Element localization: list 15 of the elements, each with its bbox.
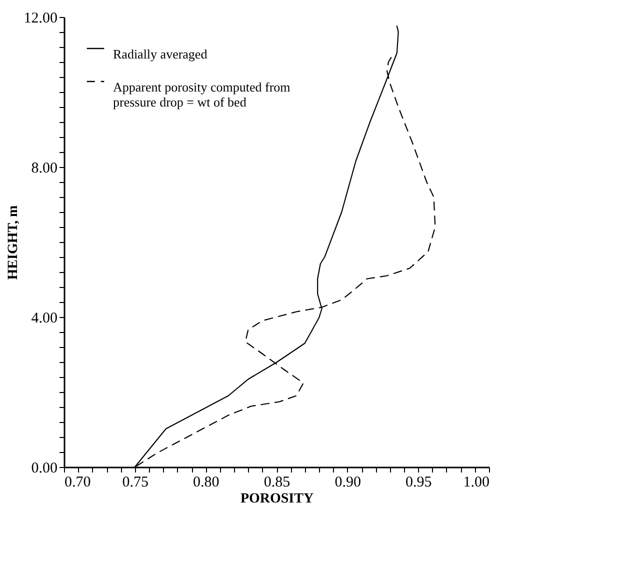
- x-tick-label: 0.75: [122, 474, 148, 490]
- x-tick-label: 0.85: [264, 474, 290, 490]
- y-tick-label: 0.00: [31, 460, 58, 476]
- x-tick-label: 1.00: [463, 474, 490, 490]
- x-tick-label: 0.70: [64, 474, 91, 490]
- legend-label: Radially averaged: [113, 46, 208, 62]
- y-tick-label: 4.00: [31, 310, 58, 326]
- y-axis-title: HEIGHT, m: [6, 204, 21, 280]
- legend-label: Apparent porosity computed from pressure drop = wt of bed: [113, 80, 290, 110]
- y-tick-label: 8.00: [31, 160, 58, 176]
- x-tick-label: 0.90: [334, 474, 361, 490]
- x-axis-title: POROSITY: [240, 492, 314, 506]
- x-tick-label: 0.95: [406, 474, 432, 490]
- y-tick-label: 12.00: [24, 10, 58, 26]
- x-tick-label: 0.80: [193, 474, 220, 490]
